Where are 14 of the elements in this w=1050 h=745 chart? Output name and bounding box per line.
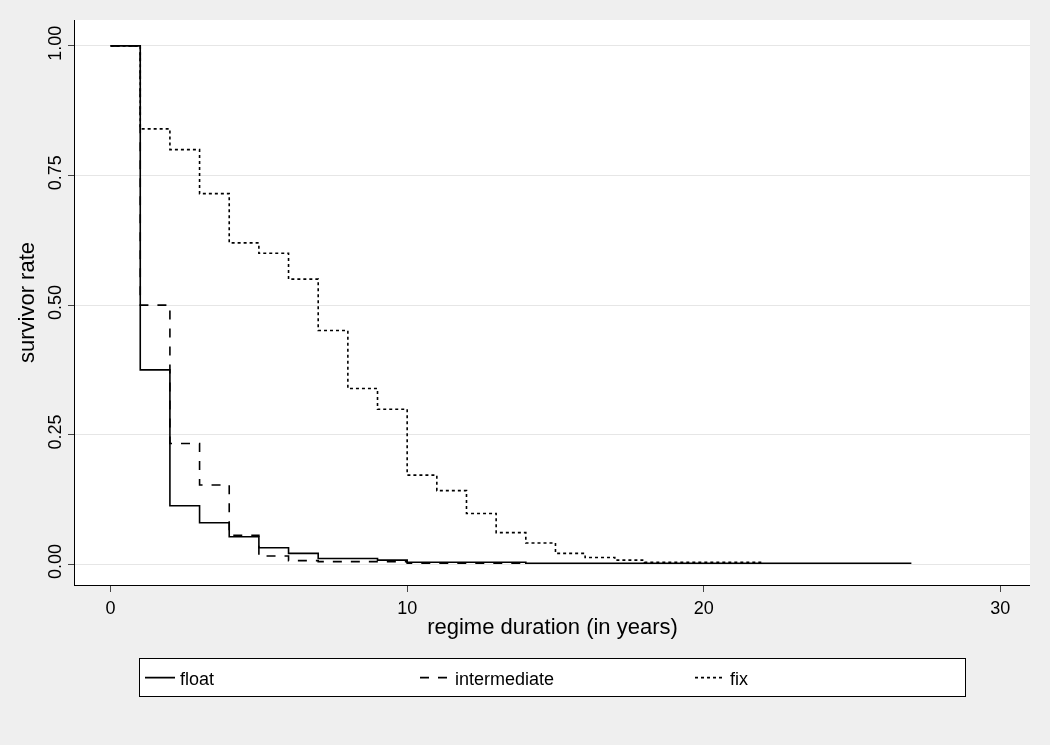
legend-label: float (180, 668, 215, 689)
y-tick-label: 1.00 (44, 25, 65, 61)
y-tick-label: 0.75 (44, 155, 65, 191)
x-tick-label: 20 (693, 597, 714, 618)
legend-label: intermediate (455, 668, 555, 689)
x-tick-label: 0 (105, 597, 116, 618)
x-tick-label: 10 (397, 597, 418, 618)
y-tick-label: 0.50 (44, 284, 65, 320)
y-tick-label: 0.00 (44, 544, 65, 580)
x-axis-title: regime duration (in years) (427, 614, 678, 640)
x-tick-label: 30 (990, 597, 1011, 618)
legend-label: fix (730, 668, 748, 689)
y-tick-label: 0.25 (44, 414, 65, 450)
y-axis-title: survivor rate (13, 241, 39, 364)
